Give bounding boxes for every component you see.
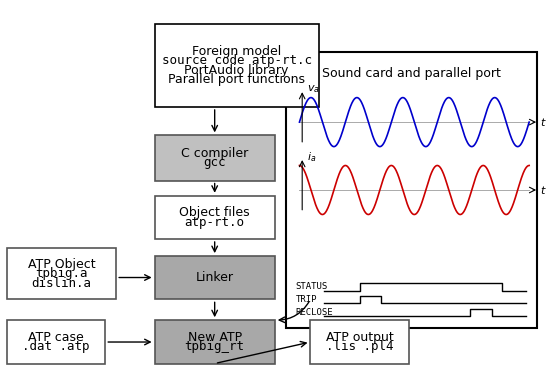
- Text: $t$: $t$: [540, 184, 547, 196]
- Text: tpbig_rt: tpbig_rt: [185, 340, 245, 353]
- FancyBboxPatch shape: [155, 256, 275, 299]
- Text: PortAudio library: PortAudio library: [184, 64, 289, 77]
- Text: ATP case: ATP case: [28, 331, 84, 344]
- Text: $i_a$: $i_a$: [306, 150, 316, 164]
- Text: Parallel port functions: Parallel port functions: [168, 73, 305, 86]
- Text: dislin.a: dislin.a: [31, 277, 91, 290]
- Text: STATUS: STATUS: [296, 282, 328, 291]
- Text: Object files: Object files: [179, 206, 250, 219]
- Text: source code atp-rt.c: source code atp-rt.c: [162, 54, 311, 67]
- FancyBboxPatch shape: [155, 196, 275, 239]
- Text: gcc: gcc: [204, 156, 226, 169]
- Text: ATP Object: ATP Object: [28, 258, 95, 271]
- Text: tpbig.a: tpbig.a: [35, 268, 88, 280]
- Text: ATP output: ATP output: [326, 331, 393, 344]
- FancyBboxPatch shape: [155, 24, 318, 107]
- Text: Sound card and parallel port: Sound card and parallel port: [322, 67, 501, 81]
- FancyBboxPatch shape: [7, 320, 105, 364]
- Text: C compiler: C compiler: [181, 147, 248, 160]
- Text: .dat .atp: .dat .atp: [23, 340, 90, 353]
- FancyBboxPatch shape: [7, 249, 116, 299]
- Text: New ATP: New ATP: [188, 331, 242, 344]
- FancyBboxPatch shape: [155, 135, 275, 180]
- Text: .lis .pl4: .lis .pl4: [326, 340, 393, 353]
- Text: Foreign model: Foreign model: [192, 45, 281, 58]
- Text: RECLOSE: RECLOSE: [296, 308, 333, 317]
- Text: $v_a$: $v_a$: [306, 83, 320, 95]
- Text: Linker: Linker: [196, 271, 234, 284]
- FancyBboxPatch shape: [310, 320, 409, 364]
- Text: TRIP: TRIP: [296, 295, 317, 304]
- FancyBboxPatch shape: [155, 320, 275, 364]
- FancyBboxPatch shape: [286, 52, 537, 328]
- Text: $t$: $t$: [540, 116, 547, 128]
- Text: atp-rt.o: atp-rt.o: [185, 215, 245, 228]
